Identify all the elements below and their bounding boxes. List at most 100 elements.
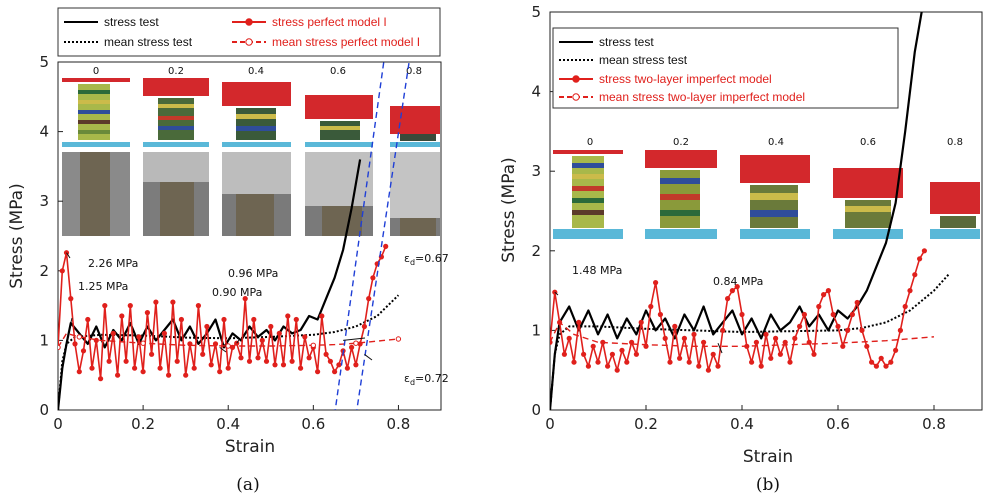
data-point	[255, 355, 261, 361]
x-tick-label: 0.4	[216, 415, 240, 433]
data-point	[251, 316, 257, 323]
data-point	[136, 334, 142, 340]
snapshot-strain-label: 0.6	[860, 137, 876, 148]
data-point	[801, 311, 808, 318]
data-point	[854, 299, 860, 306]
data-point	[677, 355, 683, 361]
x-tick-label: 0	[53, 415, 63, 433]
snapshot-strain-label: 0.8	[947, 137, 963, 148]
snapshot-0.4	[222, 82, 291, 147]
data-point	[140, 340, 146, 346]
data-point	[681, 335, 688, 341]
data-point	[344, 365, 350, 371]
snapshot-strain-label: 0.6	[330, 66, 346, 77]
data-point	[921, 248, 928, 254]
simulation-snapshots	[552, 145, 980, 243]
data-point	[777, 351, 784, 357]
data-point	[561, 351, 568, 357]
data-point	[849, 311, 856, 318]
data-point	[225, 343, 231, 349]
data-point	[859, 327, 865, 333]
data-point	[246, 358, 253, 364]
data-point	[115, 372, 121, 378]
data-point	[792, 335, 798, 341]
data-point	[657, 311, 664, 318]
y-tick-label: 4	[531, 83, 541, 101]
annotation-label: 0.96 MPa	[228, 267, 278, 280]
annotation-arrow	[66, 252, 71, 259]
legend-label: stress perfect model I	[272, 15, 387, 29]
legend-marker	[572, 75, 580, 83]
legend-label: mean stress perfect model I	[272, 35, 420, 49]
data-point	[566, 335, 572, 341]
data-point	[830, 311, 836, 318]
snapshot-strain-label: 0.4	[768, 137, 784, 148]
data-point	[897, 327, 904, 333]
annotation-label: εd=0.67	[404, 252, 449, 267]
data-point	[370, 275, 376, 281]
x-tick-label: 0.8	[922, 415, 946, 433]
annotation-label: 0.84 MPa	[713, 275, 763, 288]
data-point	[797, 323, 803, 329]
data-point	[773, 335, 779, 341]
x-axis-label: Strain	[743, 447, 793, 467]
data-point	[811, 351, 817, 357]
data-point	[729, 288, 736, 294]
data-point	[845, 327, 851, 333]
data-point	[395, 336, 402, 342]
annotation-arrow	[219, 346, 227, 353]
data-point	[327, 358, 333, 364]
data-point	[170, 299, 176, 305]
data-point	[614, 367, 620, 373]
data-point	[263, 358, 270, 364]
data-point	[763, 331, 769, 337]
snapshot-0.8	[390, 106, 440, 147]
data-point	[58, 344, 61, 351]
snapshot-0.4	[740, 155, 810, 239]
data-point	[280, 362, 287, 368]
data-point	[917, 256, 923, 262]
annotation-arrow	[717, 342, 723, 354]
snapshot-0.6	[833, 168, 903, 239]
data-point	[217, 369, 223, 375]
y-tick-label: 3	[531, 162, 541, 180]
data-point	[662, 335, 668, 341]
data-point	[204, 323, 210, 330]
x-tick-label: 0.2	[131, 415, 155, 433]
snapshot-strain-label: 0	[587, 137, 593, 148]
series-line	[550, 12, 923, 410]
data-point	[242, 296, 248, 302]
snapshot-strain-label: 0.2	[168, 66, 184, 77]
data-point	[624, 359, 630, 365]
simulation-snapshots	[62, 65, 440, 155]
snapshot-strain-label: 0	[93, 66, 99, 77]
data-point	[605, 363, 611, 369]
data-point	[80, 348, 87, 354]
data-point	[140, 369, 146, 375]
data-point	[76, 334, 83, 340]
axis-ticks: 0 0.2 0.4 0.6 0.8 0 1 2 3 4 5	[39, 53, 410, 433]
series-line	[334, 62, 385, 410]
data-point	[816, 303, 822, 310]
data-point	[633, 351, 640, 357]
annotations: 1.48 MPa 0.84 MPa	[554, 264, 763, 354]
data-point	[93, 337, 99, 343]
data-point	[98, 376, 104, 382]
data-point	[106, 358, 112, 364]
legend: stress test mean stress test stress two-la…	[552, 27, 899, 109]
x-tick-label: 0.8	[387, 415, 411, 433]
annotation-label: 2.26 MPa	[88, 257, 138, 270]
x-tick-label: 0	[545, 415, 555, 433]
data-point	[225, 365, 231, 371]
data-point	[183, 372, 189, 378]
data-point	[76, 369, 82, 375]
annotation-label: 1.48 MPa	[572, 264, 622, 277]
legend-label: mean stress two-layer imperfect model	[599, 90, 805, 104]
x-tick-label: 0.6	[301, 415, 325, 433]
series-line	[356, 62, 410, 410]
data-point	[619, 347, 625, 353]
legend-label: mean stress test	[599, 53, 688, 67]
data-point	[912, 272, 918, 278]
data-point	[349, 344, 355, 350]
